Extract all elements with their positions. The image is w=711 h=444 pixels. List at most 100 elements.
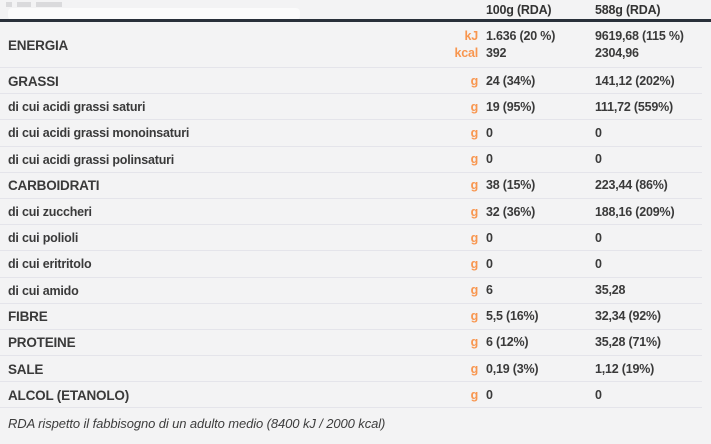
value-cell-100g: 6 [486, 282, 595, 299]
unit-label: kJ [464, 29, 478, 43]
row-label: di cui acidi grassi saturi [8, 100, 146, 115]
unit-cell: g [438, 256, 479, 273]
table-header-row: 100g (RDA) 588g (RDA) [0, 0, 711, 22]
value-cell-588g: 35,28 [595, 282, 711, 299]
value-cell-588g: 9619,68 (115 %) 2304,96 [595, 28, 711, 62]
unit-label: g [470, 73, 479, 88]
table-row: ALCOL (ETANOLO) g 0 0 [0, 382, 711, 409]
value-100g: 0 [486, 230, 493, 245]
value-100g: 0 [486, 152, 493, 167]
row-label: GRASSI [8, 73, 59, 89]
value-100g: 0 [486, 125, 493, 140]
value-cell-100g: 5,5 (16%) [486, 308, 595, 325]
value-cell-100g: 1.636 (20 %) 392 [486, 28, 595, 62]
value-588g: 1,12 (19%) [595, 361, 655, 376]
row-label: ALCOL (ETANOLO) [8, 387, 129, 403]
row-label: di cui amido [8, 283, 79, 298]
table-row: di cui acidi grassi polinsaturi g 0 0 [0, 147, 711, 173]
unit-cell: kJ kcal [438, 28, 478, 62]
table-row: CARBOIDRATI g 38 (15%) 223,44 (86%) [0, 173, 711, 200]
value-cell-100g: 38 (15%) [486, 177, 595, 194]
unit-cell: g [438, 387, 479, 404]
value-cell-588g: 141,12 (202%) [595, 73, 711, 90]
unit-label: g [470, 283, 479, 298]
rda-footnote: RDA rispetto il fabbisogno di un adulto … [8, 416, 386, 432]
row-label: di cui acidi grassi polinsaturi [8, 152, 175, 167]
value-cell-100g: 0 [486, 125, 595, 142]
unit-cell: g [438, 177, 479, 194]
unit-label: g [470, 99, 479, 114]
table-row: ENERGIA kJ kcal 1.636 (20 %) 392 9619,68 (115… [0, 22, 711, 68]
value-588g: 141,12 (202%) [595, 73, 675, 88]
value-100g: 0 [486, 387, 493, 402]
unit-cell: g [438, 125, 479, 142]
unit-label: g [470, 178, 479, 193]
unit-cell: g [438, 99, 479, 116]
row-label: SALE [8, 361, 44, 377]
value-588g: 0 [595, 152, 602, 167]
value-cell-588g: 0 [595, 387, 711, 404]
value-588g: 0 [595, 125, 602, 140]
unit-cell: g [438, 204, 479, 221]
table-row: di cui polioli g 0 0 [0, 225, 711, 252]
unit-label: g [470, 230, 479, 245]
value-cell-100g: 19 (95%) [486, 99, 595, 116]
unit-cell: g [438, 230, 479, 247]
value-100g: 6 [486, 283, 493, 298]
table-row: FIBRE g 5,5 (16%) 32,34 (92%) [0, 304, 711, 331]
value-cell-100g: 0 [486, 256, 595, 273]
value-cell-100g: 32 (36%) [486, 204, 595, 221]
row-label: PROTEINE [8, 335, 76, 351]
value-100g: 38 (15%) [486, 178, 536, 193]
value-cell-100g: 0 [486, 151, 595, 168]
table-row: di cui acidi grassi saturi g 19 (95%) 111,7… [0, 94, 711, 121]
unit-label: g [470, 361, 479, 376]
row-label: ENERGIA [8, 37, 69, 53]
column-header-588g: 588g (RDA) [595, 2, 661, 17]
row-label: di cui eritritolo [8, 257, 92, 272]
unit-label: kcal [454, 46, 478, 60]
value-588g: 188,16 (209%) [595, 204, 675, 219]
value-100g: 0 [486, 256, 493, 271]
value-100g: 6 (12%) [486, 335, 529, 350]
column-header-100g: 100g (RDA) [486, 2, 552, 17]
value-cell-588g: 35,28 (71%) [595, 334, 711, 351]
value-cell-100g: 0 [486, 387, 595, 404]
value-588g: 0 [595, 230, 602, 245]
row-label: di cui zuccheri [8, 205, 92, 220]
unit-cell: g [438, 334, 479, 351]
table-row: di cui zuccheri g 32 (36%) 188,16 (209%) [0, 199, 711, 226]
unit-label: g [470, 204, 479, 219]
value-588g: 2304,96 [595, 46, 639, 60]
unit-label: g [470, 256, 479, 271]
value-588g: 35,28 (71%) [595, 335, 661, 350]
value-cell-588g: 223,44 (86%) [595, 177, 711, 194]
row-label: di cui acidi grassi monoinsaturi [8, 126, 190, 141]
table-row: di cui amido g 6 35,28 [0, 278, 711, 304]
clipped-text-fragment [6, 2, 67, 10]
unit-label: g [470, 152, 479, 167]
unit-label: g [470, 387, 479, 402]
value-cell-588g: 188,16 (209%) [595, 204, 711, 221]
value-100g: 24 (34%) [486, 73, 536, 88]
value-cell-100g: 0,19 (3%) [486, 361, 595, 378]
value-cell-100g: 0 [486, 230, 595, 247]
value-100g: 0,19 (3%) [486, 361, 539, 376]
value-100g: 5,5 (16%) [486, 309, 539, 324]
value-cell-588g: 0 [595, 256, 711, 273]
unit-cell: g [438, 308, 479, 325]
value-cell-588g: 0 [595, 151, 711, 168]
table-row: di cui acidi grassi monoinsaturi g 0 0 [0, 120, 711, 147]
value-588g: 223,44 (86%) [595, 178, 668, 193]
value-cell-588g: 0 [595, 230, 711, 247]
value-cell-588g: 32,34 (92%) [595, 308, 711, 325]
unit-cell: g [438, 282, 479, 299]
value-588g: 35,28 [595, 283, 626, 298]
unit-label: g [470, 309, 479, 324]
value-588g: 0 [595, 256, 602, 271]
value-100g: 32 (36%) [486, 204, 536, 219]
table-row: PROTEINE g 6 (12%) 35,28 (71%) [0, 330, 711, 357]
row-label: CARBOIDRATI [8, 178, 100, 194]
unit-label: g [470, 335, 479, 350]
